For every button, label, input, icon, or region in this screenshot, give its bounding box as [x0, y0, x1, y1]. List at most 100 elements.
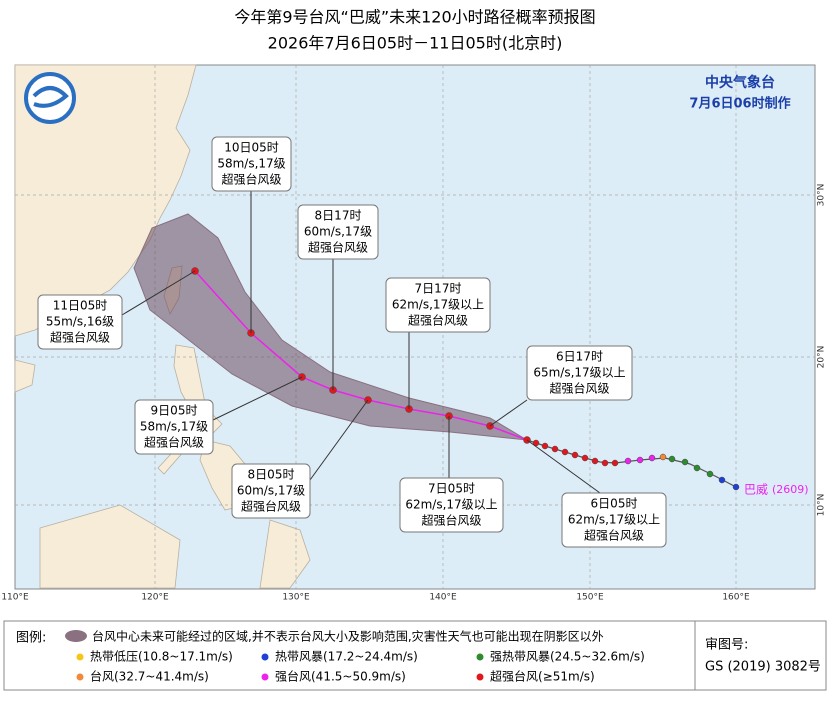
callout-time: 7日17时 — [415, 282, 462, 296]
callout-box — [231, 463, 311, 519]
subtitle: 2026年7月6日05时－11日05时(北京时) — [268, 34, 563, 53]
legend-dot — [261, 653, 269, 661]
callout-pointer — [489, 399, 528, 427]
callout-category: 超强台风级 — [549, 381, 609, 396]
approval-number: GS (2019) 3082号 — [705, 660, 821, 675]
legend-label: 强热带风暴(24.5~32.6m/s) — [490, 650, 645, 664]
approval-label: 审图号: — [705, 638, 748, 653]
legend-label: 热带风暴(17.2~24.4m/s) — [275, 650, 418, 664]
lat-label: 20°N — [817, 346, 827, 369]
track-point — [659, 453, 667, 461]
typhoon-name: 巴威 — [744, 483, 768, 497]
legend-items: 热带低压(10.8~17.1m/s) 热带风暴(17.2~24.4m/s) 强热带风… — [76, 650, 645, 684]
callout-time: 6日17时 — [556, 350, 603, 364]
callout-time: 9日05时 — [151, 404, 198, 418]
lat-label: 30°N — [817, 184, 827, 207]
lon-label: 150°E — [576, 593, 604, 603]
callout-box — [134, 399, 214, 455]
legend-area: 台风中心未来可能经过的区域,并不表示台风大小及影响范围,灾害性天气也可能出现在阴… — [92, 629, 604, 644]
track-point — [591, 457, 599, 465]
legend-dot — [261, 673, 269, 681]
callout-category: 超强台风级 — [221, 172, 281, 187]
callout-intensity: 60m/s,17级 — [304, 225, 372, 239]
lon-label: 140°E — [429, 593, 457, 603]
legend-title: 图例: — [16, 631, 46, 646]
track-point — [581, 454, 589, 462]
agency-made: 7月6日06时制作 — [689, 96, 790, 112]
graticule — [15, 65, 815, 589]
logo-mark — [32, 86, 69, 108]
track-point — [551, 445, 559, 453]
axis-labels: 110°E 120°E 130°E 140°E 150°E 160°E 10°N 20°N 30… — [1, 184, 826, 603]
legend-dot — [476, 653, 484, 661]
typhoon-code: (2609) — [772, 483, 809, 496]
lat-label: 10°N — [817, 494, 827, 517]
track-point — [541, 442, 549, 450]
lon-label: 120°E — [141, 593, 169, 603]
callout-category: 超强台风级 — [421, 513, 481, 528]
callout-pointer — [212, 376, 303, 421]
callout-category: 超强台风级 — [144, 435, 204, 450]
track-point — [681, 458, 689, 466]
track-point — [571, 451, 579, 459]
logo — [24, 72, 76, 124]
legend-dot — [476, 673, 484, 681]
callout-category: 超强台风级 — [408, 313, 468, 328]
callout-time: 8日17时 — [315, 209, 362, 223]
legend-label: 热带低压(10.8~17.1m/s) — [90, 650, 233, 664]
callout-intensity: 58m/s,17级 — [217, 157, 285, 171]
track-point — [732, 483, 740, 491]
callout-box — [297, 204, 379, 260]
callout-intensity: 62m/s,17级以上 — [568, 513, 660, 527]
callout-time: 7日05时 — [428, 482, 475, 496]
legend-label: 台风(32.7~41.4m/s) — [90, 669, 209, 684]
callout-box — [211, 136, 292, 192]
legend-label: 超强台风(≥51m/s) — [490, 669, 595, 684]
past-points — [532, 439, 740, 491]
legend-dot — [76, 673, 84, 681]
track-point — [648, 454, 656, 462]
callout-box — [385, 277, 491, 333]
track-point — [668, 455, 676, 463]
probability-cone — [133, 213, 528, 441]
callout-intensity: 55m/s,16级 — [46, 315, 114, 329]
callout-intensity: 62m/s,17级以上 — [392, 298, 484, 312]
callout-time: 10日05时 — [224, 141, 279, 155]
callout-intensity: 60m/s,17级 — [237, 484, 305, 498]
callout-pointer — [526, 439, 601, 494]
title: 今年第9号台风“巴威”未来120小时路径概率预报图 — [234, 8, 595, 27]
lon-label: 110°E — [1, 593, 29, 603]
track-point — [636, 456, 644, 464]
callout-box — [399, 477, 504, 533]
land — [14, 64, 311, 589]
callout-intensity: 58m/s,17级 — [140, 420, 208, 434]
lon-label: 160°E — [722, 593, 750, 603]
callout-time: 8日05时 — [248, 468, 295, 482]
callout-box — [526, 345, 633, 401]
callout-category: 超强台风级 — [584, 528, 644, 543]
legend-dot — [76, 653, 84, 661]
callout-category: 超强台风级 — [308, 240, 368, 255]
callout-intensity: 62m/s,17级以上 — [405, 498, 497, 512]
legend-label: 强台风(41.5~50.9m/s) — [275, 669, 406, 684]
track-point — [561, 448, 569, 456]
track-point — [693, 464, 701, 472]
track-point — [601, 459, 609, 467]
agency-name: 中央气象台 — [705, 74, 775, 91]
callout-box — [37, 294, 123, 350]
legend-cone-swatch — [65, 630, 87, 642]
callout-time: 6日05时 — [591, 497, 638, 511]
track-point — [718, 476, 726, 484]
callout-category: 超强台风级 — [50, 330, 110, 345]
callout-category: 超强台风级 — [241, 499, 301, 514]
callout-pointer — [121, 270, 196, 316]
callouts: 6日05时62m/s,17级以上超强台风级6日17时65m/s,17级以上超强台… — [37, 136, 667, 548]
track-point — [624, 457, 632, 465]
legend-box — [3, 620, 827, 691]
callout-pointer — [309, 399, 369, 481]
lon-label: 130°E — [282, 593, 310, 603]
callout-box — [561, 492, 667, 548]
callout-time: 11日05时 — [53, 299, 108, 313]
